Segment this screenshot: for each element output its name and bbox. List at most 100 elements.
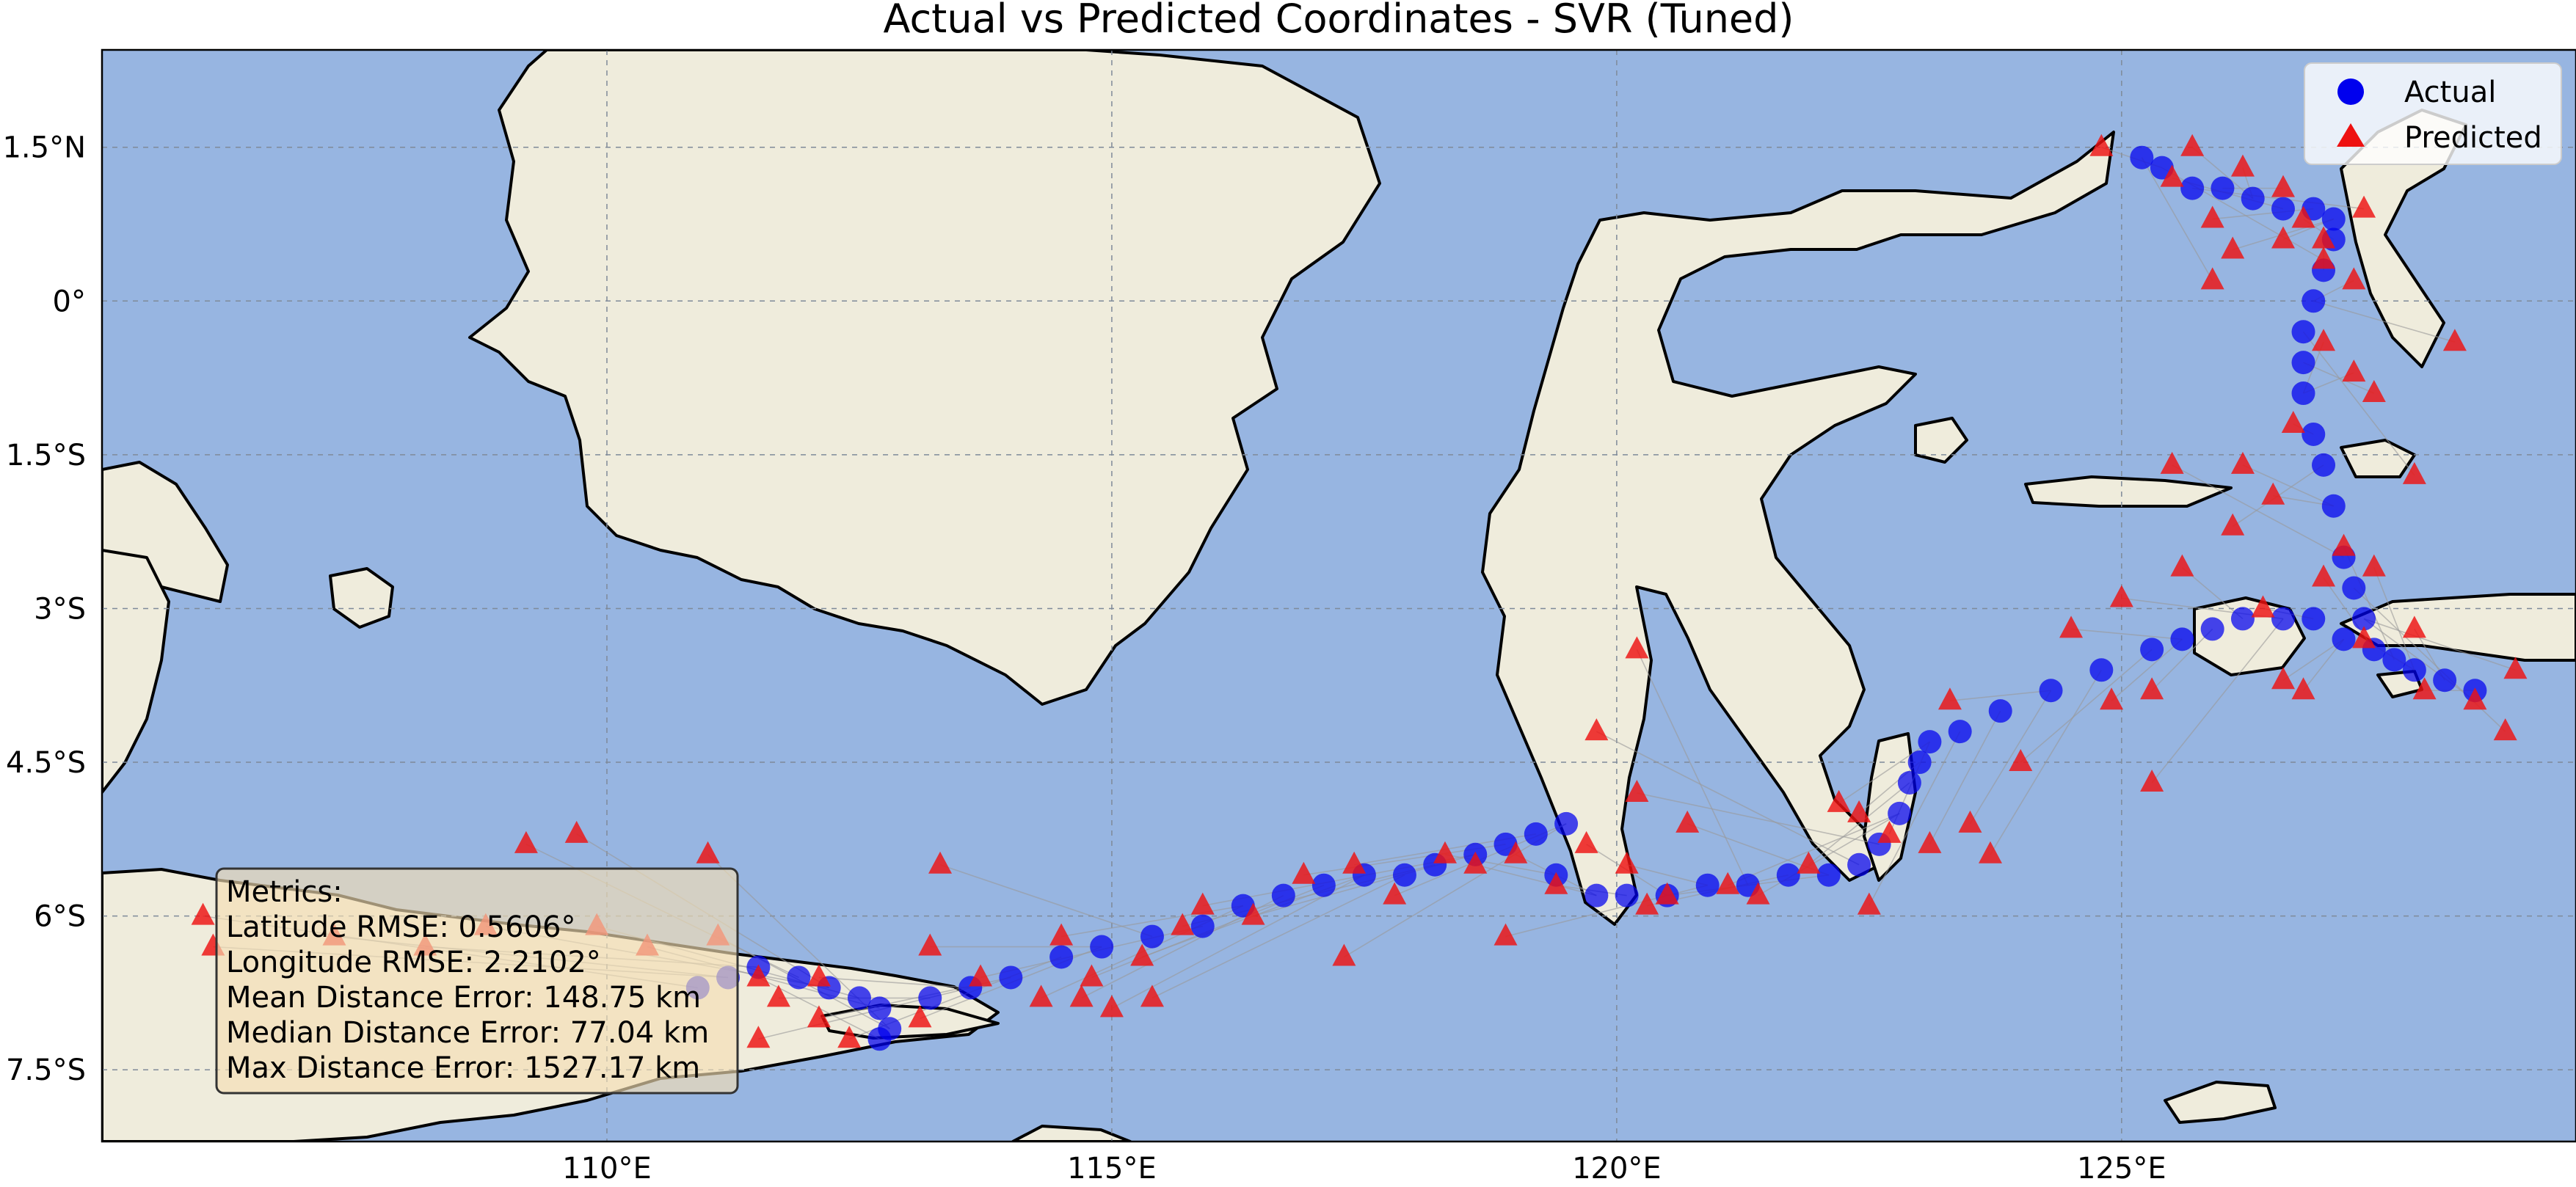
predicted-point xyxy=(2312,246,2336,269)
connector-line xyxy=(2151,618,2284,784)
landmass-belitung xyxy=(329,567,394,629)
predicted-point xyxy=(2281,410,2305,433)
y-tick-label: 1.5°N xyxy=(2,131,86,165)
actual-point xyxy=(867,996,892,1020)
landmass-borneo xyxy=(468,50,1381,706)
connector-line xyxy=(1182,863,1436,927)
predicted-point xyxy=(1029,985,1053,1007)
actual-point xyxy=(999,965,1023,990)
actual-point xyxy=(1190,914,1215,938)
predicted-point xyxy=(1099,995,1124,1018)
connector-line xyxy=(2242,464,2335,507)
predicted-point xyxy=(2291,677,2315,700)
connector-line xyxy=(2343,547,2395,660)
actual-point xyxy=(2200,617,2224,641)
predicted-point xyxy=(1615,851,1639,874)
actual-point xyxy=(1584,883,1609,907)
actual-point xyxy=(1988,699,2012,723)
x-tick-label: 125°E xyxy=(2077,1152,2166,1186)
predicted-point xyxy=(2100,687,2124,710)
predicted-point xyxy=(514,830,538,853)
predicted-point xyxy=(2109,585,2133,607)
legend-predicted-label: Predicted xyxy=(2404,121,2542,155)
predicted-point xyxy=(2332,533,2356,556)
connector-line xyxy=(2070,628,2183,640)
predicted-point xyxy=(1463,851,1488,874)
actual-point xyxy=(1090,935,1114,959)
actual-point xyxy=(2241,186,2265,211)
predicted-point xyxy=(2271,667,2295,690)
connector-line xyxy=(2151,628,2213,691)
predicted-point xyxy=(1080,964,1104,987)
predicted-point xyxy=(2140,677,2164,700)
predicted-point xyxy=(2342,267,2366,290)
legend-actual-marker xyxy=(2337,78,2364,105)
actual-point xyxy=(2342,576,2366,600)
predicted-point xyxy=(807,964,831,987)
predicted-point xyxy=(1574,830,1598,853)
connector-line xyxy=(2282,638,2344,681)
predicted-point xyxy=(2140,769,2164,792)
y-tick-label: 0° xyxy=(53,285,86,318)
y-tick-label: 1.5°S xyxy=(6,439,86,472)
actual-point xyxy=(787,965,811,990)
legend-actual-label: Actual xyxy=(2404,76,2496,109)
connector-line xyxy=(2111,638,2183,701)
metrics-header: Metrics: xyxy=(226,875,343,909)
metrics-box: Metrics: Latitude RMSE: 0.5606° Longitud… xyxy=(215,867,739,1095)
predicted-point xyxy=(1827,789,1851,812)
connector-line xyxy=(1969,690,2052,825)
actual-point xyxy=(2332,627,2356,651)
predicted-point xyxy=(2312,329,2336,351)
predicted-point xyxy=(1958,810,1982,833)
actual-point xyxy=(2302,607,2326,631)
actual-point xyxy=(2302,422,2326,446)
predicted-point xyxy=(1504,841,1528,863)
metrics-median-distance: Median Distance Error: 77.04 km xyxy=(226,1016,709,1050)
predicted-point xyxy=(746,964,771,987)
actual-point xyxy=(2312,453,2336,477)
predicted-point xyxy=(2200,267,2224,290)
x-axis: 110°E 115°E 120°E 125°E xyxy=(562,1152,2166,1186)
predicted-point xyxy=(1746,882,1770,905)
predicted-point xyxy=(1383,882,1407,905)
predicted-point xyxy=(1342,851,1367,874)
predicted-point xyxy=(696,841,720,863)
predicted-point xyxy=(2362,380,2386,403)
predicted-point xyxy=(2493,718,2517,741)
predicted-point xyxy=(1140,985,1164,1007)
predicted-point xyxy=(969,964,993,987)
actual-point xyxy=(2211,176,2235,200)
connector-line xyxy=(1596,731,1860,866)
predicted-point xyxy=(2221,236,2245,259)
landmass-nusa-tenggara xyxy=(2164,1081,2277,1124)
predicted-point xyxy=(1433,841,1457,863)
y-tick-label: 6°S xyxy=(34,900,86,934)
predicted-point xyxy=(2362,554,2386,577)
predicted-point xyxy=(1797,851,1821,874)
predicted-point xyxy=(2160,164,2184,187)
actual-point xyxy=(1776,863,1800,887)
predicted-point xyxy=(2009,749,2033,772)
predicted-point xyxy=(2463,687,2487,710)
predicted-point xyxy=(2200,205,2224,228)
actual-point xyxy=(1918,730,1942,754)
actual-point xyxy=(2170,627,2194,651)
connector-line xyxy=(1343,823,1567,958)
predicted-point xyxy=(1625,636,1649,659)
actual-point xyxy=(1049,945,1074,969)
predicted-point xyxy=(1584,718,1609,741)
actual-point xyxy=(2230,607,2255,631)
landmass-bangka xyxy=(102,549,170,794)
connector-line xyxy=(1637,792,1880,845)
actual-point xyxy=(1948,720,1972,744)
predicted-point xyxy=(1676,810,1700,833)
connector-line xyxy=(1929,710,2001,845)
predicted-point xyxy=(2402,461,2426,484)
actual-point xyxy=(2180,176,2205,200)
connector-line xyxy=(939,864,1153,938)
predicted-point xyxy=(908,1005,932,1028)
predicted-point xyxy=(191,902,215,925)
predicted-point xyxy=(1171,913,1195,935)
predicted-point xyxy=(2230,451,2255,474)
